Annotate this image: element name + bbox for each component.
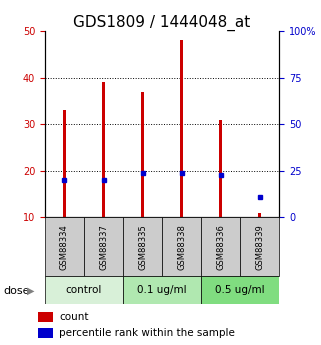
Bar [84, 217, 123, 276]
Bar [201, 276, 279, 304]
Bar [219, 119, 222, 217]
Bar [240, 217, 279, 276]
Text: GSM88338: GSM88338 [177, 224, 186, 269]
Title: GDS1809 / 1444048_at: GDS1809 / 1444048_at [74, 15, 251, 31]
Bar [162, 217, 201, 276]
Text: control: control [66, 285, 102, 295]
Bar [258, 213, 261, 217]
Text: count: count [59, 312, 89, 322]
Text: percentile rank within the sample: percentile rank within the sample [59, 328, 235, 338]
Bar [201, 217, 240, 276]
Bar [45, 276, 123, 304]
Text: 0.1 ug/ml: 0.1 ug/ml [137, 285, 187, 295]
Text: ▶: ▶ [27, 286, 35, 296]
Text: GSM88334: GSM88334 [60, 224, 69, 269]
Bar [63, 110, 66, 217]
Text: 0.5 ug/ml: 0.5 ug/ml [215, 285, 265, 295]
Text: dose: dose [3, 286, 30, 296]
Bar [180, 40, 183, 217]
Text: GSM88339: GSM88339 [255, 224, 264, 269]
Bar [123, 217, 162, 276]
Bar [38, 328, 53, 338]
Text: GSM88337: GSM88337 [99, 224, 108, 269]
Bar [38, 312, 53, 322]
Text: GSM88335: GSM88335 [138, 224, 147, 269]
Bar [45, 217, 84, 276]
Bar [102, 82, 105, 217]
Text: GSM88336: GSM88336 [216, 224, 225, 269]
Bar [123, 276, 201, 304]
Bar [141, 91, 144, 217]
